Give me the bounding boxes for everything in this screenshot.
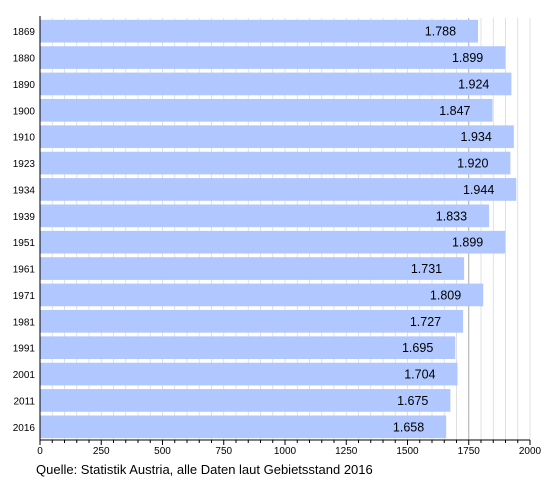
bar-1961 bbox=[40, 257, 465, 280]
data-label-1939: 1.833 bbox=[436, 209, 467, 223]
x-tick-label-1750: 1750 bbox=[458, 446, 481, 457]
bar-1900 bbox=[40, 98, 493, 122]
x-tick-label-250: 250 bbox=[93, 446, 110, 457]
bar-1880 bbox=[40, 46, 506, 69]
category-label-1939: 1939 bbox=[13, 212, 36, 223]
data-label-1880: 1.899 bbox=[452, 51, 483, 65]
data-label-1923: 1.920 bbox=[457, 157, 488, 171]
x-tick-label-1500: 1500 bbox=[396, 446, 419, 457]
bar-1971 bbox=[40, 283, 484, 307]
bar-1934 bbox=[40, 178, 517, 201]
category-label-1890: 1890 bbox=[13, 80, 36, 91]
data-label-1971: 1.809 bbox=[430, 288, 461, 302]
data-label-1961: 1.731 bbox=[411, 262, 442, 276]
bar-1981 bbox=[40, 309, 464, 333]
source-caption: Quelle: Statistik Austria, alle Daten la… bbox=[36, 462, 373, 477]
data-label-1981: 1.727 bbox=[410, 315, 441, 329]
x-tick-label-500: 500 bbox=[154, 446, 171, 457]
category-label-1934: 1934 bbox=[13, 185, 36, 196]
data-label-2001: 1.704 bbox=[404, 368, 435, 382]
data-label-1934: 1.944 bbox=[463, 183, 494, 197]
data-label-1900: 1.847 bbox=[439, 104, 470, 118]
bar-2001 bbox=[40, 362, 458, 386]
bar-1910 bbox=[40, 125, 514, 149]
category-label-1951: 1951 bbox=[13, 238, 36, 249]
category-label-1991: 1991 bbox=[13, 344, 36, 355]
data-label-1951: 1.899 bbox=[452, 236, 483, 250]
category-label-1923: 1923 bbox=[13, 159, 36, 170]
bars bbox=[40, 19, 517, 439]
x-tick-label-1250: 1250 bbox=[335, 446, 358, 457]
category-label-2016: 2016 bbox=[13, 423, 36, 434]
bar-1923 bbox=[40, 151, 511, 175]
data-label-2016: 1.658 bbox=[393, 420, 424, 434]
category-label-2001: 2001 bbox=[13, 370, 36, 381]
bar-2016 bbox=[40, 415, 447, 439]
x-tick-label-1000: 1000 bbox=[274, 446, 297, 457]
bar-2011 bbox=[40, 389, 451, 412]
category-label-1971: 1971 bbox=[13, 291, 36, 302]
category-label-1900: 1900 bbox=[13, 106, 36, 117]
data-label-2011: 1.675 bbox=[397, 394, 428, 408]
axes bbox=[39, 16, 531, 445]
data-label-1869: 1.788 bbox=[425, 25, 456, 39]
bar-1951 bbox=[40, 230, 506, 254]
category-label-1981: 1981 bbox=[13, 317, 36, 328]
data-label-1910: 1.934 bbox=[461, 130, 492, 144]
category-label-1869: 1869 bbox=[13, 27, 36, 38]
category-label-1880: 1880 bbox=[13, 54, 36, 65]
category-label-1961: 1961 bbox=[13, 265, 36, 276]
category-label-2011: 2011 bbox=[13, 396, 35, 407]
x-tick-label-750: 750 bbox=[215, 446, 232, 457]
data-label-1991: 1.695 bbox=[402, 341, 433, 355]
data-label-1890: 1.924 bbox=[458, 77, 489, 91]
labels: 1.788 1869 1.899 1880 1.924 1890 1.847 1900 1.93… bbox=[13, 25, 542, 457]
bar-1869 bbox=[40, 19, 479, 43]
x-tick-label-0: 0 bbox=[37, 446, 43, 457]
bar-1890 bbox=[40, 72, 512, 96]
bar-1939 bbox=[40, 204, 490, 228]
bar-1991 bbox=[40, 336, 456, 360]
x-tick-label-2000: 2000 bbox=[519, 446, 542, 457]
category-label-1910: 1910 bbox=[13, 133, 36, 144]
